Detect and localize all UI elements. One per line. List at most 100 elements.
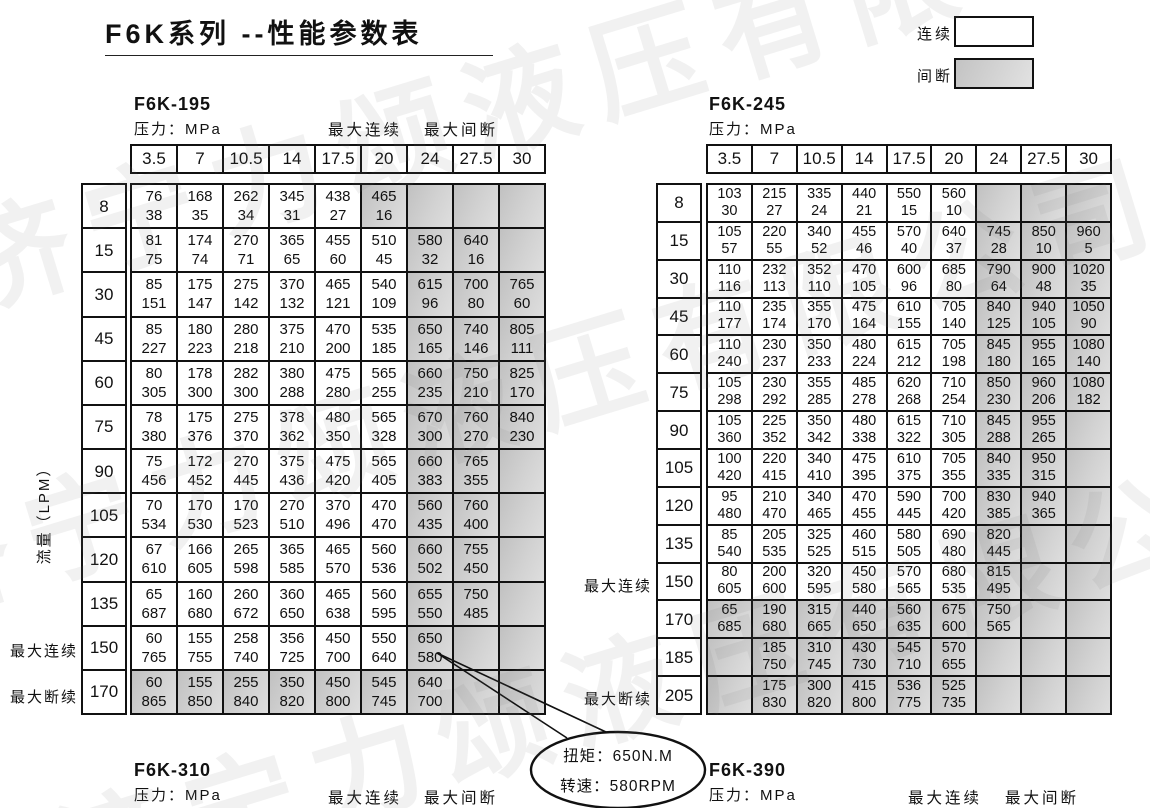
cell-top-value: 440 bbox=[852, 602, 877, 619]
cell-top-value: 355 bbox=[807, 375, 832, 392]
cell-top-value: 160 bbox=[187, 585, 213, 603]
cell-bottom-value: 24 bbox=[811, 202, 828, 219]
cell-bottom-value: 775 bbox=[896, 695, 922, 712]
cell-bottom-value: 750 bbox=[762, 657, 787, 674]
cell-bottom-value: 110 bbox=[807, 278, 831, 295]
cell-top-value: 535 bbox=[371, 320, 397, 338]
data-cell: 960 206 bbox=[1022, 374, 1066, 411]
data-cell: 480 350 bbox=[316, 405, 360, 448]
data-cell: 740 146 bbox=[454, 317, 498, 360]
footer-f6k310-max-continuous: 最大连续 bbox=[328, 790, 403, 807]
cell-bottom-value: 585 bbox=[279, 560, 305, 578]
data-cell: 640 37 bbox=[932, 222, 976, 259]
data-cell: 690 480 bbox=[932, 525, 976, 562]
cell-top-value: 81 bbox=[145, 232, 163, 250]
cell-top-value: 705 bbox=[941, 337, 966, 354]
cell-bottom-value: 685 bbox=[717, 619, 742, 636]
data-cell: 475 395 bbox=[842, 450, 886, 486]
cell-bottom-value: 15 bbox=[900, 202, 918, 219]
cell-top-value: 580 bbox=[896, 526, 922, 543]
data-cell: 166 605 bbox=[178, 538, 222, 581]
data-cell: 580 32 bbox=[408, 229, 452, 272]
cell-bottom-value: 113 bbox=[762, 278, 786, 295]
data-cell: 190 680 bbox=[752, 601, 796, 638]
data-cell: 455 46 bbox=[842, 222, 886, 259]
cell-bottom-value: 565 bbox=[896, 581, 922, 598]
cell-bottom-value: 27 bbox=[766, 202, 783, 219]
data-cell: 110 177 bbox=[708, 298, 751, 335]
cell-top-value: 545 bbox=[896, 640, 922, 657]
cell-bottom-value: 452 bbox=[187, 472, 213, 490]
cell-top-value: 610 bbox=[896, 450, 922, 467]
cell-bottom-value: 90 bbox=[1080, 316, 1097, 333]
cell-bottom-value: 300 bbox=[417, 427, 443, 445]
cell-top-value: 610 bbox=[896, 299, 922, 316]
data-cell: 180 223 bbox=[178, 317, 222, 360]
pressure-header-cell: 20 bbox=[932, 146, 976, 172]
cell-bottom-value: 595 bbox=[371, 604, 397, 622]
data-cell: 340 52 bbox=[797, 222, 841, 259]
cell-bottom-value: 5 bbox=[1084, 240, 1093, 257]
cell-bottom-value: 265 bbox=[1031, 430, 1056, 447]
flow-label-cell: 205 bbox=[658, 677, 700, 713]
cell-top-value: 705 bbox=[941, 450, 966, 467]
empty-cell bbox=[454, 185, 498, 228]
cell-bottom-value: 278 bbox=[852, 392, 877, 409]
cell-top-value: 225 bbox=[762, 413, 787, 430]
cell-bottom-value: 64 bbox=[990, 278, 1007, 295]
cell-top-value: 110 bbox=[717, 261, 741, 278]
cell-bottom-value: 650 bbox=[852, 619, 877, 636]
cell-bottom-value: 755 bbox=[187, 648, 213, 666]
data-cell: 230 237 bbox=[752, 336, 796, 373]
cell-top-value: 940 bbox=[1031, 488, 1056, 505]
cell-bottom-value: 198 bbox=[941, 354, 966, 371]
data-cell: 275 142 bbox=[224, 273, 268, 316]
title-underline bbox=[105, 55, 493, 56]
data-cell: 710 305 bbox=[932, 412, 976, 448]
data-cell: 545 710 bbox=[887, 639, 931, 676]
cell-top-value: 660 bbox=[417, 453, 443, 471]
pressure-header-cell: 10.5 bbox=[797, 146, 841, 172]
cell-bottom-value: 600 bbox=[941, 619, 966, 636]
data-cell: 378 362 bbox=[270, 405, 314, 448]
cell-bottom-value: 672 bbox=[233, 604, 259, 622]
cell-bottom-value: 35 bbox=[191, 207, 209, 225]
cell-bottom-value: 174 bbox=[762, 316, 787, 333]
data-cell: 438 27 bbox=[316, 185, 360, 228]
empty-cell bbox=[500, 538, 544, 581]
data-cell: 615 212 bbox=[887, 336, 931, 373]
data-cell: 350 820 bbox=[270, 670, 314, 713]
cell-bottom-value: 177 bbox=[717, 316, 742, 333]
cell-bottom-value: 850 bbox=[187, 692, 213, 710]
data-cell: 620 268 bbox=[887, 374, 931, 411]
data-cell: 830 385 bbox=[977, 487, 1021, 524]
cell-top-value: 820 bbox=[986, 526, 1011, 543]
cell-bottom-value: 57 bbox=[721, 240, 738, 257]
empty-cell bbox=[1022, 601, 1066, 638]
cell-bottom-value: 140 bbox=[941, 316, 966, 333]
cell-bottom-value: 240 bbox=[717, 354, 742, 371]
cell-bottom-value: 80 bbox=[467, 295, 485, 313]
cell-bottom-value: 470 bbox=[371, 516, 397, 534]
data-cell: 220 415 bbox=[752, 450, 796, 486]
data-cell: 260 672 bbox=[224, 582, 268, 625]
data-cell: 80 305 bbox=[132, 361, 176, 404]
cell-top-value: 258 bbox=[233, 629, 259, 647]
flow-label-cell: 75 bbox=[83, 405, 125, 448]
cell-bottom-value: 665 bbox=[807, 619, 832, 636]
data-cell: 685 80 bbox=[932, 260, 976, 297]
empty-cell bbox=[1022, 563, 1066, 600]
cell-bottom-value: 445 bbox=[986, 543, 1011, 560]
data-cell: 600 96 bbox=[887, 260, 931, 297]
cell-top-value: 760 bbox=[463, 497, 489, 515]
cell-top-value: 650 bbox=[417, 320, 443, 338]
cell-bottom-value: 600 bbox=[762, 581, 787, 598]
cell-top-value: 265 bbox=[233, 541, 259, 559]
cell-top-value: 275 bbox=[233, 276, 259, 294]
data-cell: 615 96 bbox=[408, 273, 452, 316]
data-cell: 450 700 bbox=[316, 626, 360, 669]
data-cell: 75 456 bbox=[132, 450, 176, 493]
cell-bottom-value: 350 bbox=[325, 427, 351, 445]
data-cell: 450 580 bbox=[842, 563, 886, 600]
cell-bottom-value: 227 bbox=[141, 339, 167, 357]
